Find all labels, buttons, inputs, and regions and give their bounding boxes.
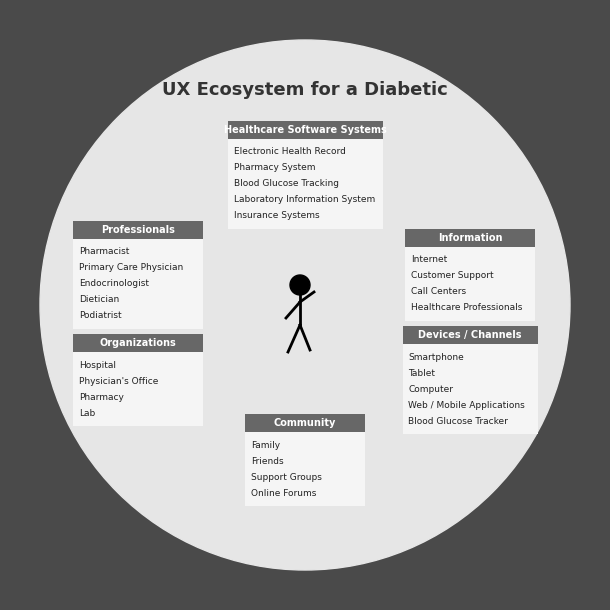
Text: Online Forums: Online Forums [251,489,317,498]
Text: Pharmacy System: Pharmacy System [234,163,315,173]
Text: Pharmacy: Pharmacy [79,392,124,401]
Text: Internet: Internet [411,256,447,265]
Text: Friends: Friends [251,456,284,465]
Text: Laboratory Information System: Laboratory Information System [234,195,375,204]
FancyBboxPatch shape [73,221,203,239]
FancyBboxPatch shape [405,229,535,247]
Text: Endocrinologist: Endocrinologist [79,279,149,289]
FancyBboxPatch shape [245,432,365,506]
Text: Web / Mobile Applications: Web / Mobile Applications [409,401,525,409]
Text: Smartphone: Smartphone [409,353,464,362]
Text: Lab: Lab [79,409,95,417]
Text: Call Centers: Call Centers [411,287,466,296]
Text: Tablet: Tablet [409,368,436,378]
Text: Computer: Computer [409,384,453,393]
Text: Pharmacist: Pharmacist [79,248,129,256]
Text: Hospital: Hospital [79,361,116,370]
Text: Electronic Health Record: Electronic Health Record [234,148,345,157]
Text: Podiatrist: Podiatrist [79,312,121,320]
FancyBboxPatch shape [228,139,382,229]
Text: Blood Glucose Tracker: Blood Glucose Tracker [409,417,508,426]
FancyBboxPatch shape [73,352,203,426]
Text: Insurance Systems: Insurance Systems [234,212,319,220]
FancyBboxPatch shape [405,247,535,321]
Text: Family: Family [251,440,280,450]
Text: Physician's Office: Physician's Office [79,376,159,386]
Text: Support Groups: Support Groups [251,473,322,481]
Text: Professionals: Professionals [101,225,175,235]
Circle shape [290,275,310,295]
Text: Devices / Channels: Devices / Channels [418,330,522,340]
Text: Community: Community [274,418,336,428]
FancyBboxPatch shape [228,121,382,139]
Text: Customer Support: Customer Support [411,271,493,281]
FancyBboxPatch shape [73,334,203,352]
Text: Organizations: Organizations [99,338,176,348]
Text: Primary Care Physician: Primary Care Physician [79,264,183,273]
Circle shape [40,40,570,570]
Text: Healthcare Professionals: Healthcare Professionals [411,304,522,312]
Text: Healthcare Software Systems: Healthcare Software Systems [224,125,386,135]
Text: Dietician: Dietician [79,295,119,304]
FancyBboxPatch shape [245,414,365,432]
FancyBboxPatch shape [73,239,203,329]
FancyBboxPatch shape [403,326,537,344]
Text: UX Ecosystem for a Diabetic: UX Ecosystem for a Diabetic [162,81,448,99]
Text: Blood Glucose Tracking: Blood Glucose Tracking [234,179,339,188]
FancyBboxPatch shape [403,344,537,434]
Text: Information: Information [438,233,502,243]
